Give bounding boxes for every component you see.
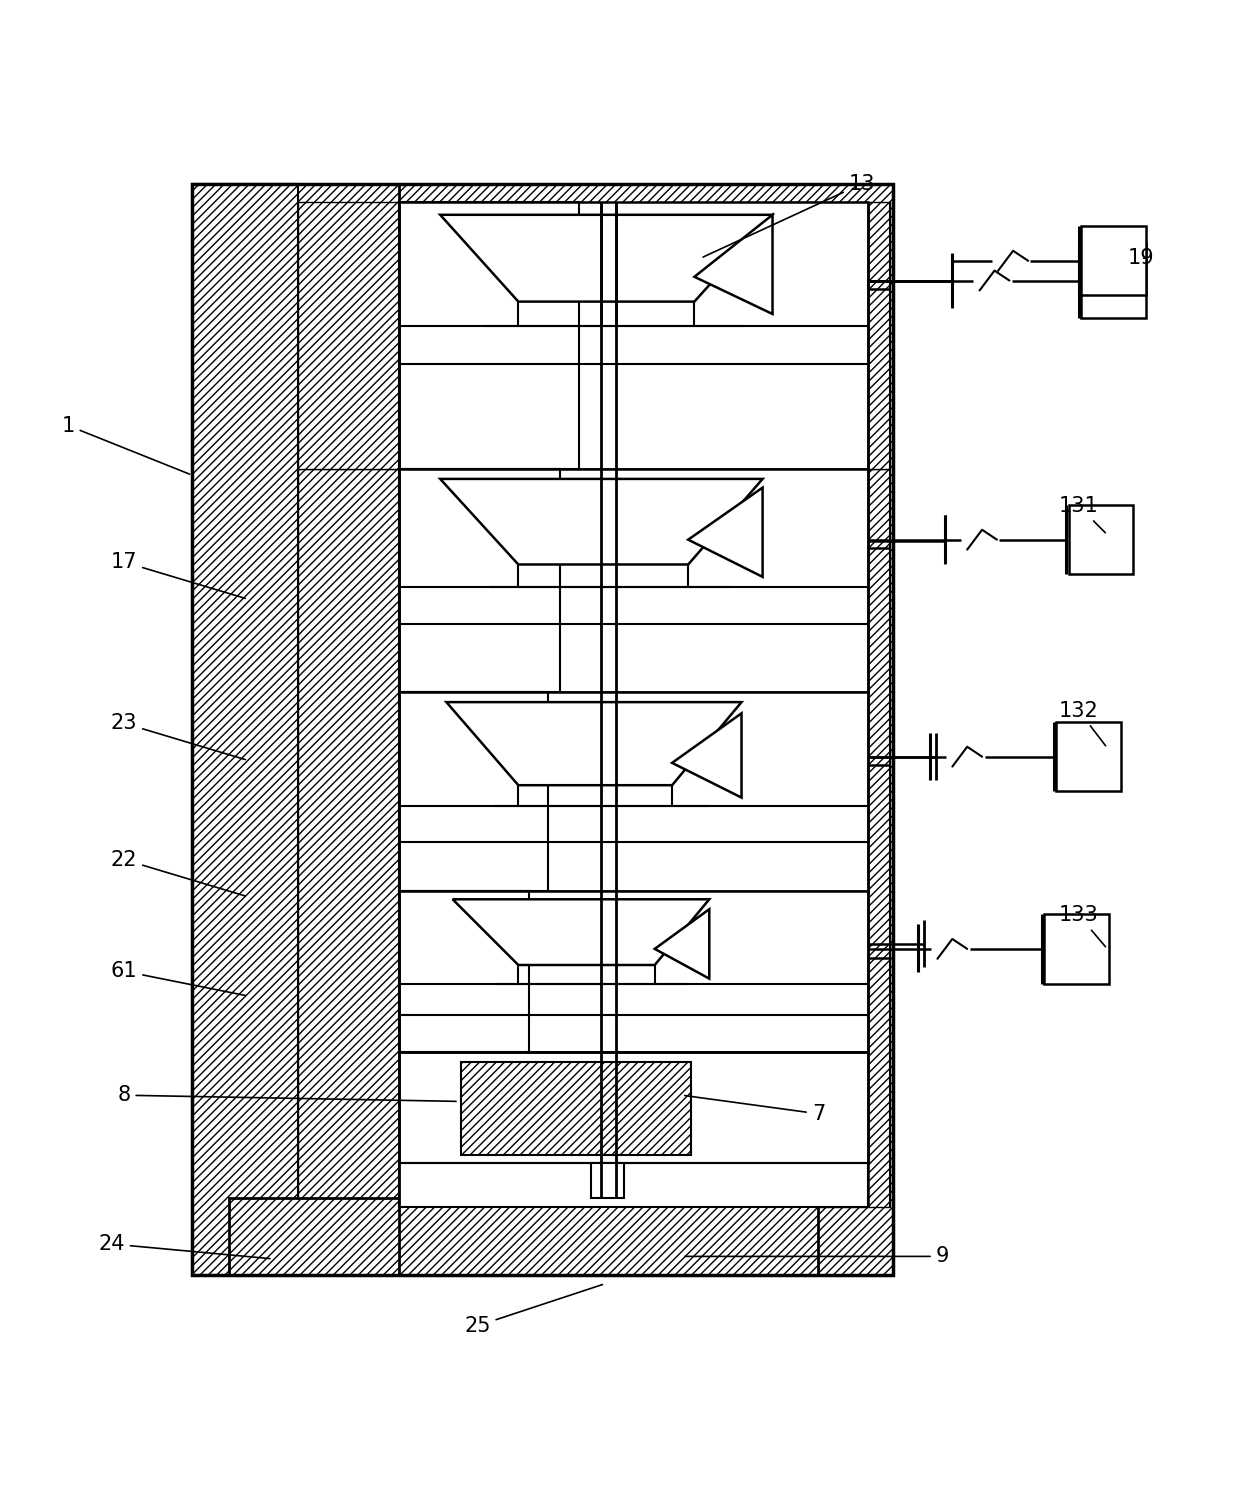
Bar	[192, 184, 298, 1275]
Text: 13: 13	[703, 174, 875, 257]
Bar	[1056, 723, 1121, 791]
Bar	[298, 470, 399, 1207]
Text: 17: 17	[110, 552, 246, 598]
Bar	[399, 890, 868, 1052]
Text: 132: 132	[1059, 700, 1106, 747]
Bar	[399, 470, 868, 693]
Bar	[298, 202, 399, 470]
Text: 7: 7	[684, 1095, 825, 1123]
Polygon shape	[440, 479, 763, 564]
Bar	[1069, 506, 1133, 574]
Text: 1: 1	[62, 416, 190, 474]
Bar	[766, 202, 890, 470]
Bar	[1044, 914, 1109, 983]
Bar	[766, 470, 890, 1207]
Bar	[1081, 226, 1146, 295]
Bar	[399, 1164, 868, 1207]
Bar	[399, 890, 529, 1052]
Text: 61: 61	[110, 962, 246, 995]
Polygon shape	[655, 910, 709, 978]
Text: 9: 9	[684, 1246, 949, 1267]
Text: 22: 22	[110, 850, 246, 896]
Bar	[399, 1052, 868, 1164]
Bar	[591, 1164, 624, 1198]
Bar	[399, 202, 868, 470]
Text: 24: 24	[98, 1234, 270, 1258]
Text: 133: 133	[1059, 905, 1106, 947]
Bar	[192, 184, 893, 1275]
Bar	[399, 693, 548, 890]
Polygon shape	[453, 899, 709, 965]
Bar	[192, 184, 893, 1275]
Text: 19: 19	[1127, 248, 1154, 268]
Bar	[1081, 244, 1146, 317]
Bar	[399, 202, 579, 470]
Polygon shape	[446, 702, 742, 785]
Text: 25: 25	[464, 1285, 603, 1336]
Text: 8: 8	[118, 1085, 456, 1106]
Bar	[399, 693, 868, 890]
Bar	[399, 470, 560, 693]
Text: 23: 23	[110, 714, 246, 760]
Bar	[461, 1062, 691, 1155]
Text: 131: 131	[1059, 497, 1105, 533]
Polygon shape	[440, 215, 773, 302]
Polygon shape	[672, 714, 742, 797]
Bar	[229, 1198, 818, 1275]
Polygon shape	[688, 488, 763, 577]
Polygon shape	[694, 215, 773, 314]
